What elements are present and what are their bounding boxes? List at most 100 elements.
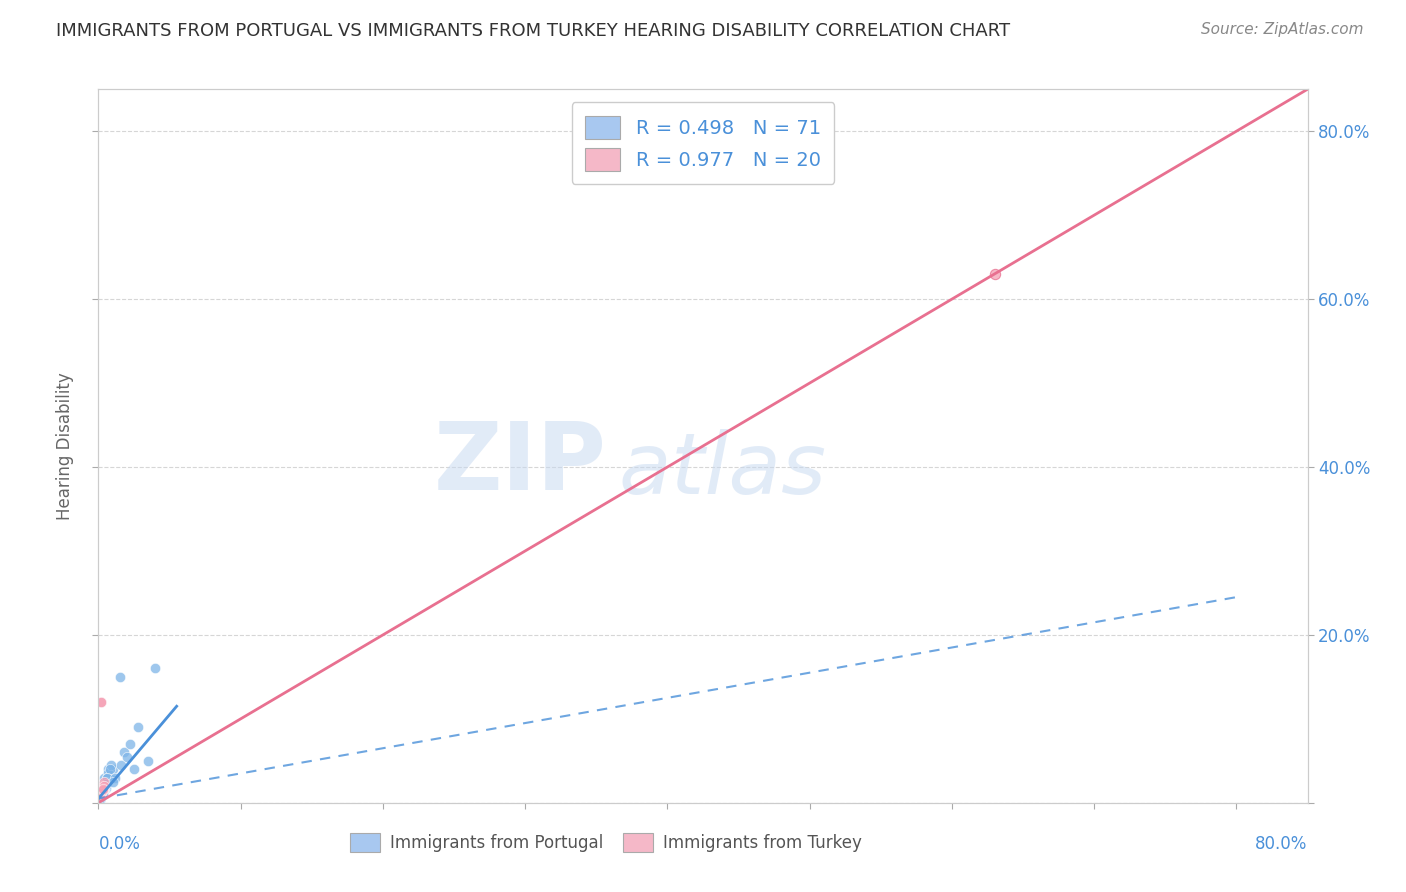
Point [98,771,121,785]
Point [96,774,118,789]
Point [89,788,111,802]
Text: atlas: atlas [619,429,827,513]
Point [93,780,115,795]
Point [122,762,145,776]
Text: Source: ZipAtlas.com: Source: ZipAtlas.com [1201,22,1364,37]
Point [91,788,114,802]
Point [89,793,111,807]
Point [90,789,112,803]
Text: IMMIGRANTS FROM PORTUGAL VS IMMIGRANTS FROM TURKEY HEARING DISABILITY CORRELATIO: IMMIGRANTS FROM PORTUGAL VS IMMIGRANTS F… [56,22,1011,40]
Point [90,783,112,797]
Point [112,746,135,760]
Point [97,762,120,776]
Point [91,779,114,793]
Text: ZIP: ZIP [433,417,606,510]
Point [90,789,112,803]
Point [93,779,115,793]
Point [93,779,115,793]
Point [89,791,111,805]
Point [104,771,127,785]
Point [983,267,1005,281]
Point [93,779,115,793]
Point [91,786,114,800]
Text: 0.0%: 0.0% [98,835,141,853]
Point [108,670,131,684]
Point [101,774,124,789]
Point [90,789,112,803]
Point [90,783,112,797]
Point [90,788,112,802]
Point [115,749,138,764]
Point [91,786,114,800]
Point [94,774,117,789]
Point [91,786,114,800]
Point [93,780,115,795]
Point [90,788,112,802]
Point [90,695,112,709]
Point [90,789,112,803]
Point [89,788,111,802]
Point [93,771,115,785]
Point [94,774,117,789]
Point [100,771,122,785]
Point [91,786,114,800]
Point [96,774,118,789]
Point [136,754,159,768]
Point [93,774,115,789]
Point [89,792,111,806]
Point [91,783,114,797]
Point [90,695,112,709]
Y-axis label: Hearing Disability: Hearing Disability [56,372,75,520]
Point [96,771,118,785]
Point [110,758,132,772]
Point [91,783,114,797]
Point [127,720,149,734]
Legend: Immigrants from Portugal, Immigrants from Turkey: Immigrants from Portugal, Immigrants fro… [343,826,869,859]
Point [90,788,112,802]
Point [89,791,111,805]
Point [91,779,114,793]
Point [89,789,111,803]
Point [91,788,114,802]
Point [91,786,114,800]
Point [89,791,111,805]
Point [89,788,111,802]
Point [90,789,112,803]
Point [94,780,117,795]
Point [90,789,112,804]
Point [100,758,122,772]
Point [91,786,114,800]
Point [91,783,114,797]
Point [89,788,111,802]
Point [89,788,111,802]
Point [89,792,111,806]
Point [91,780,114,795]
Point [98,766,121,780]
Point [91,788,114,802]
Point [91,788,114,802]
Point [90,789,112,803]
Point [93,783,115,797]
Point [101,762,124,776]
Point [93,780,115,795]
Point [96,772,118,787]
Point [91,782,114,797]
Point [118,737,141,751]
Point [90,783,112,797]
Point [91,783,114,797]
Point [89,790,111,805]
Point [98,762,121,776]
Point [96,771,118,785]
Point [97,766,120,780]
Point [93,780,115,795]
Point [90,789,112,804]
Text: 80.0%: 80.0% [1256,835,1308,853]
Point [94,777,117,791]
Point [90,779,112,793]
Point [93,780,115,795]
Point [89,788,111,802]
Point [94,779,117,793]
Point [90,786,112,800]
Point [94,777,117,791]
Point [143,661,166,675]
